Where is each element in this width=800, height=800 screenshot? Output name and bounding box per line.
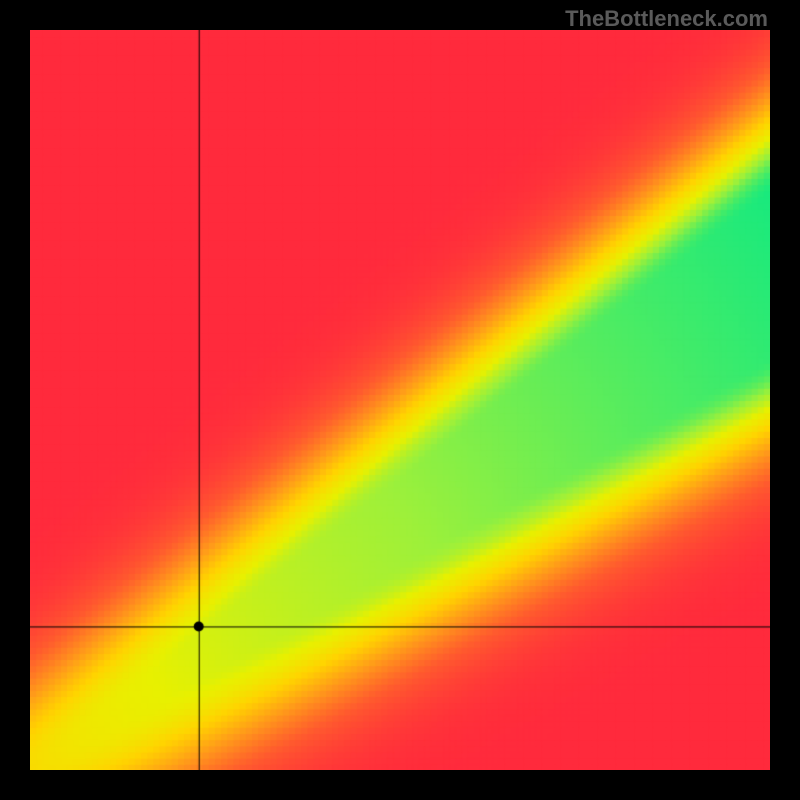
bottleneck-heatmap xyxy=(30,30,770,770)
attribution-label: TheBottleneck.com xyxy=(565,6,768,32)
chart-container: TheBottleneck.com xyxy=(0,0,800,800)
